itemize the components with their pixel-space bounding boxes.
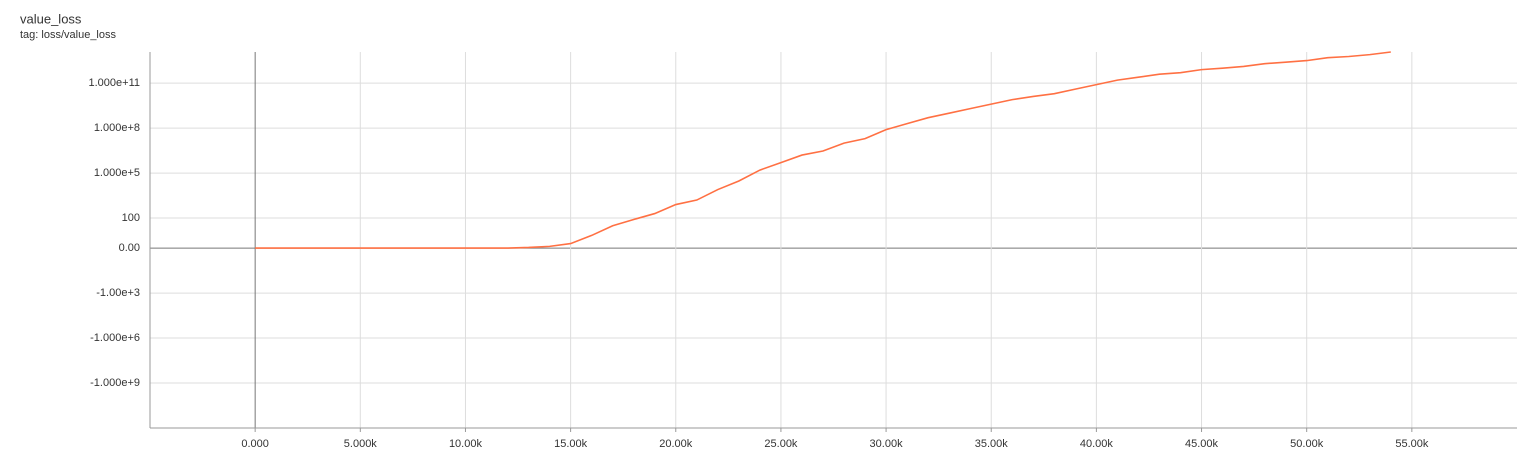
y-tick-label: 0.00 [119, 242, 140, 254]
x-tick-label: 35.00k [975, 438, 1009, 450]
x-tick-label: 25.00k [764, 438, 798, 450]
y-tick-label: 1.000e+8 [94, 122, 140, 134]
x-tick-label: 40.00k [1080, 438, 1114, 450]
chart-subtitle: tag: loss/value_loss [20, 29, 116, 41]
x-tick-label: 0.000 [241, 438, 269, 450]
y-tick-label: 1.000e+11 [89, 77, 141, 89]
y-tick-label: -1.00e+3 [96, 287, 140, 299]
y-tick-label: 1.000e+5 [94, 167, 140, 179]
x-tick-label: 15.00k [554, 438, 588, 450]
x-tick-label: 10.00k [449, 438, 483, 450]
x-tick-label: 30.00k [870, 438, 904, 450]
x-tick-label: 55.00k [1395, 438, 1429, 450]
series-line [255, 51, 1391, 249]
y-tick-label: 100 [122, 212, 140, 224]
x-tick-label: 20.00k [659, 438, 693, 450]
chart-title: value_loss [20, 11, 82, 26]
y-tick-label: -1.000e+6 [90, 332, 140, 344]
x-tick-label: 50.00k [1290, 438, 1324, 450]
x-tick-label: 45.00k [1185, 438, 1219, 450]
x-tick-label: 5.000k [344, 438, 378, 450]
y-tick-label: -1.000e+9 [90, 377, 140, 389]
